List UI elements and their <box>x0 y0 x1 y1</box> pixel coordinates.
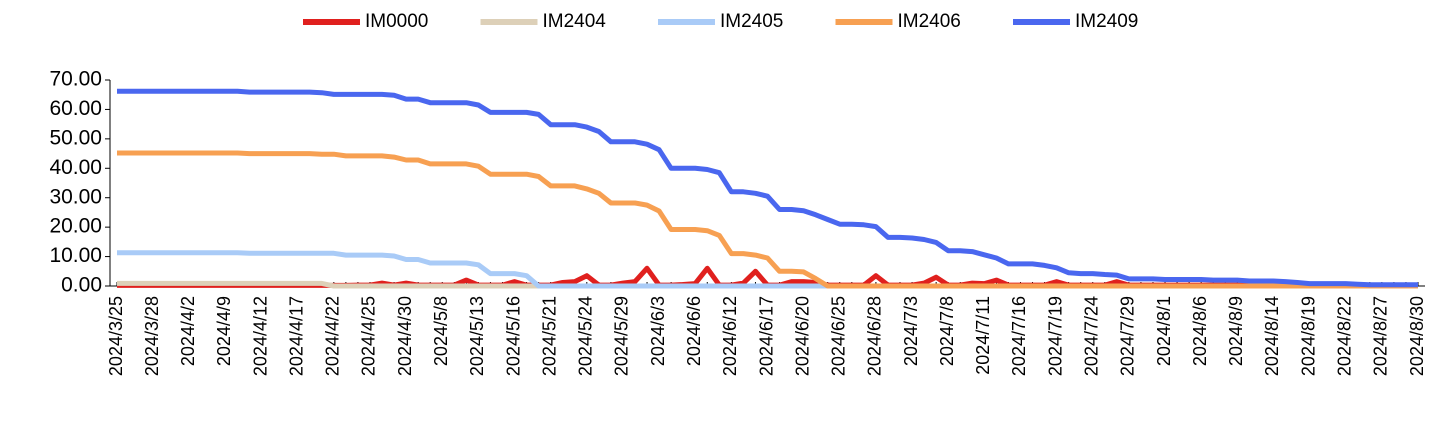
x-tick-label: 2024/5/16 <box>503 296 523 376</box>
x-tick-label: 2024/7/24 <box>1082 296 1102 376</box>
x-tick-label: 2024/7/19 <box>1045 296 1065 376</box>
x-tick-label: 2024/6/12 <box>720 296 740 376</box>
y-tick-label: 0.00 <box>61 274 102 297</box>
legend-label: IM2405 <box>720 11 783 32</box>
x-tick-label: 2024/4/12 <box>250 296 270 376</box>
x-tick-label: 2024/7/29 <box>1118 296 1138 376</box>
x-tick-label: 2024/8/9 <box>1226 296 1246 366</box>
x-tick-label: 2024/8/22 <box>1334 296 1354 376</box>
x-tick-label: 2024/3/28 <box>142 296 162 376</box>
x-tick-label: 2024/8/27 <box>1371 296 1391 376</box>
legend-label: IM2409 <box>1075 11 1138 32</box>
x-tick-label: 2024/8/14 <box>1262 296 1282 376</box>
y-tick-label: 50.00 <box>49 126 102 149</box>
x-tick-label: 2024/6/20 <box>792 296 812 376</box>
y-tick-label: 70.00 <box>49 68 102 91</box>
x-tick-label: 2024/6/17 <box>756 296 776 376</box>
y-tick-label: 40.00 <box>49 156 102 179</box>
legend-label: IM0000 <box>365 11 428 32</box>
x-tick-label: 2024/8/6 <box>1190 296 1210 366</box>
x-tick-label: 2024/8/1 <box>1154 296 1174 366</box>
x-tick-label: 2024/4/9 <box>214 296 234 366</box>
x-tick-label: 2024/3/25 <box>106 296 126 376</box>
x-tick-label: 2024/5/21 <box>539 296 559 376</box>
x-tick-label: 2024/5/8 <box>431 296 451 366</box>
x-tick-label: 2024/6/28 <box>865 296 885 376</box>
y-tick-label: 20.00 <box>49 215 102 238</box>
series-line <box>117 88 1418 288</box>
x-tick-label: 2024/6/6 <box>684 296 704 366</box>
y-tick-label: 60.00 <box>49 97 102 120</box>
x-tick-label: 2024/7/16 <box>1009 296 1029 376</box>
series-line <box>117 150 1418 289</box>
y-tick-label: 10.00 <box>49 244 102 267</box>
x-tick-label: 2024/5/13 <box>467 296 487 376</box>
x-tick-label: 2024/8/19 <box>1298 296 1318 376</box>
x-tick-label: 2024/4/2 <box>178 296 198 366</box>
x-tick-label: 2024/6/25 <box>829 296 849 376</box>
x-tick-label: 2024/5/29 <box>612 296 632 376</box>
x-tick-label: 2024/6/3 <box>648 296 668 366</box>
x-tick-label: 2024/7/8 <box>937 296 957 366</box>
x-tick-label: 2024/5/24 <box>576 296 596 376</box>
legend-label: IM2404 <box>543 11 607 32</box>
x-tick-label: 2024/4/17 <box>286 296 306 376</box>
legend-label: IM2406 <box>898 11 961 32</box>
x-tick-label: 2024/4/25 <box>359 296 379 376</box>
x-tick-label: 2024/7/3 <box>901 296 921 366</box>
y-tick-label: 30.00 <box>49 185 102 208</box>
x-tick-label: 2024/8/30 <box>1407 296 1427 376</box>
x-tick-label: 2024/7/11 <box>973 296 993 375</box>
x-tick-label: 2024/4/30 <box>395 296 415 376</box>
x-tick-label: 2024/4/22 <box>323 296 343 376</box>
